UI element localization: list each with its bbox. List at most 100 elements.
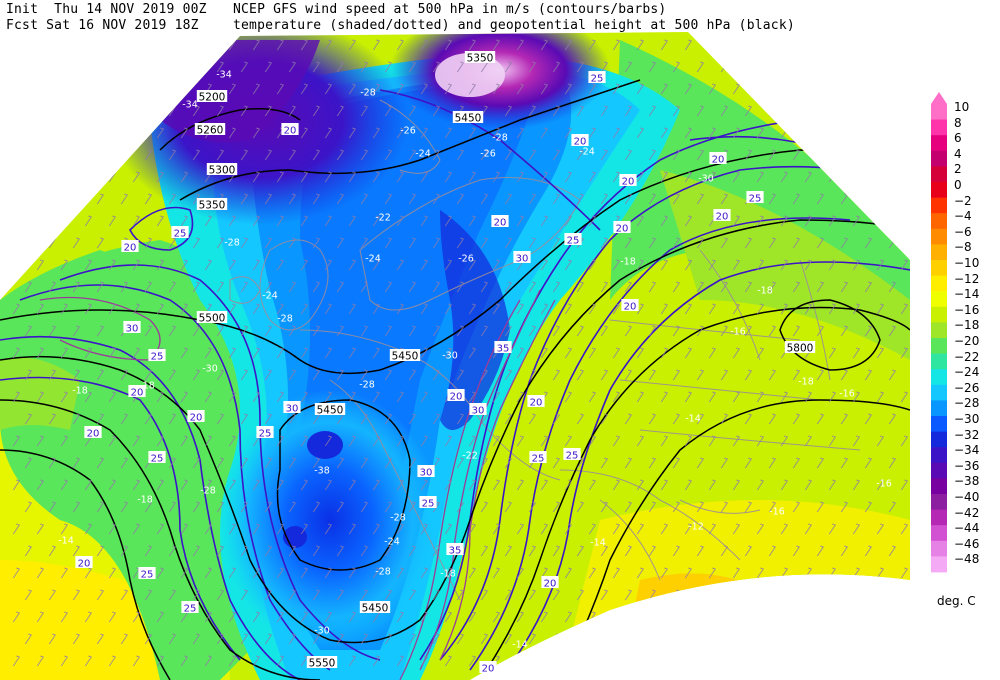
- legend-label: −42: [954, 505, 980, 520]
- wind-label: 25: [184, 604, 197, 615]
- wind-label: 20: [712, 155, 725, 166]
- temperature-label: -30: [442, 351, 458, 362]
- temperature-label: -18: [798, 377, 814, 388]
- temperature-label: -12: [688, 522, 704, 533]
- wind-label-bg: [123, 321, 141, 333]
- wind-label-bg: [171, 226, 189, 238]
- height-label-bg: [194, 123, 226, 135]
- temperature-label: -24: [365, 254, 381, 265]
- legend-swatch: [931, 166, 947, 183]
- temperature-label: -24: [262, 291, 278, 302]
- height-label: 5450: [392, 351, 419, 363]
- temperature-label: -28: [277, 314, 293, 325]
- height-label: 5200: [199, 92, 226, 104]
- legend-label: −20: [954, 334, 980, 348]
- temperature-label: -16: [839, 389, 855, 400]
- legend-swatch: [931, 244, 947, 261]
- init-label: Init: [6, 2, 39, 17]
- wind-label: 20: [78, 559, 91, 570]
- wind-label-bg: [709, 152, 727, 164]
- height-label-bg: [784, 341, 816, 353]
- legend-swatch: [931, 275, 947, 292]
- temperature-label: -18: [137, 495, 153, 506]
- temperature-label: -28: [360, 88, 376, 99]
- temperature-label: -38: [314, 466, 330, 477]
- wind-label: 25: [567, 236, 580, 247]
- legend-label: 0: [954, 178, 962, 192]
- wind-label-bg: [621, 299, 639, 311]
- legend-swatch: [931, 525, 947, 542]
- legend-label: −6: [954, 224, 972, 239]
- legend-label: −44: [954, 521, 980, 536]
- legend-label: 8: [954, 115, 962, 130]
- height-label-bg: [314, 403, 346, 415]
- legend-label: −34: [954, 443, 980, 458]
- wind-label-bg: [469, 403, 487, 415]
- wind-label: 25: [174, 229, 187, 240]
- temperature-label: -26: [458, 254, 474, 265]
- wind-label-bg: [181, 601, 199, 613]
- temperature-label: -28: [492, 133, 508, 144]
- legend-label: −24: [954, 365, 980, 380]
- temperature-label: -34: [182, 100, 198, 111]
- wind-label: 25: [422, 499, 435, 510]
- legend-label: −14: [954, 287, 980, 302]
- legend-swatch: [931, 228, 947, 245]
- temperature-color-legend: 10 8 6 4 2 0 −2 −4 −6 −8 −10 −12 −14 −16 −18 −20 −22 −24−…: [930, 92, 1000, 582]
- coastlines: [229, 99, 861, 601]
- legend-swatch: [931, 416, 947, 432]
- legend-swatch: [931, 369, 947, 386]
- temperature-label: -28: [359, 380, 375, 391]
- wind-label-bg: [84, 426, 102, 438]
- temperature-label: -28: [390, 513, 406, 524]
- temperature-label: -26: [400, 126, 416, 137]
- temperature-label: -34: [216, 70, 232, 81]
- legend-swatch: [931, 322, 947, 339]
- legend-label: 10: [954, 100, 970, 114]
- legend-swatch: [931, 494, 947, 510]
- height-label-bg: [206, 163, 238, 175]
- legend-label: 2: [954, 162, 962, 177]
- legend-swatch: [931, 150, 947, 167]
- init-time: Thu 14 NOV 2019 00Z: [54, 2, 207, 17]
- wind-label: 25: [749, 194, 762, 205]
- temperature-label: -22: [375, 213, 391, 224]
- legend-swatch: [931, 353, 947, 370]
- height-label-bg: [464, 51, 496, 63]
- wind-label-bg: [713, 209, 731, 221]
- legend-swatch: [931, 338, 947, 354]
- wind-label: 30: [126, 324, 139, 335]
- wind-label-bg: [563, 448, 581, 460]
- temperature-label: -18: [139, 381, 155, 392]
- legend-label: 4: [954, 146, 962, 161]
- height-label: 5300: [209, 165, 236, 177]
- height-label-bg: [359, 601, 391, 613]
- legend-swatch: [931, 213, 947, 230]
- temperature-label: -28: [375, 567, 391, 578]
- height-labels: 5350 5200 5260 5300 5350 5450 5500 5450 5450 5800…: [194, 51, 816, 670]
- legend-color-bar: [931, 92, 947, 573]
- legend-label: −32: [954, 427, 980, 442]
- header-description-line2: temperature (shaded/dotted) and geopoten…: [233, 18, 795, 33]
- map-header: Init Thu 14 NOV 2019 00Z Fcst Sat 16 NOV…: [6, 2, 795, 36]
- wind-label: 20: [616, 224, 629, 235]
- wind-label-bg: [281, 123, 299, 135]
- legend-arrow: [931, 92, 947, 104]
- wind-label-bg: [187, 410, 205, 422]
- legend-label: −18: [954, 318, 980, 333]
- height-label-bg: [196, 90, 228, 102]
- temperature-label: -18: [72, 386, 88, 397]
- legend-swatch: [931, 104, 947, 120]
- temperature-labels: -34 -34 -28 -26 -24 -26 -28 -24 -30 -22 -28 -24 -26 -…: [58, 70, 892, 651]
- temperature-label: -30: [698, 174, 714, 185]
- legend-label: −38: [954, 474, 980, 489]
- wind-label-bg: [619, 174, 637, 186]
- wind-label: 20: [190, 413, 203, 424]
- height-label: 5350: [467, 53, 494, 65]
- wind-label: 20: [544, 579, 557, 590]
- temperature-label: -14: [685, 414, 701, 425]
- wind-label: 25: [141, 570, 154, 581]
- legend-label: −26: [954, 380, 980, 395]
- legend-swatch: [931, 135, 947, 152]
